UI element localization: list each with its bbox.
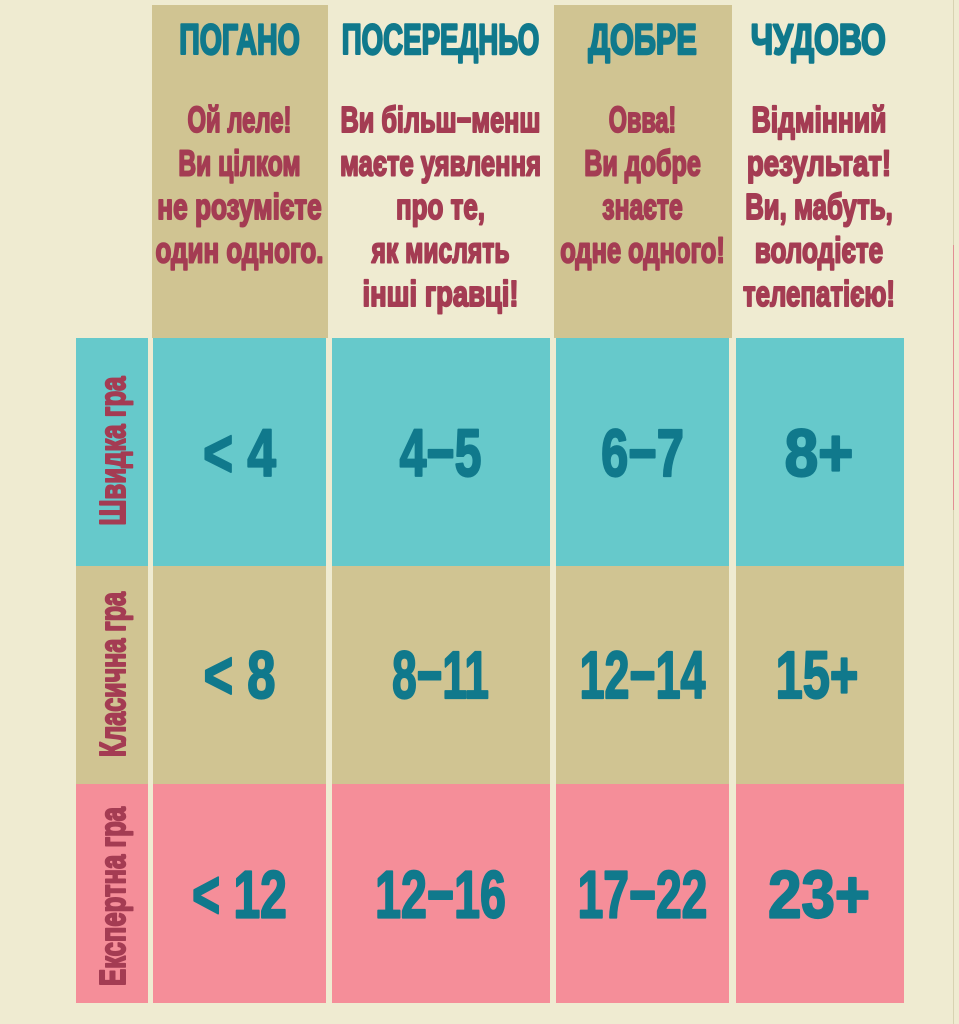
svg-text:Експертна гра: Експертна гра [92, 806, 133, 986]
svg-text:Ви більш−менш: Ви більш−менш [341, 99, 541, 140]
svg-text:телепатією!: телепатією! [743, 273, 895, 314]
svg-text:< 8: < 8 [204, 638, 276, 713]
svg-text:один одного.: один одного. [156, 230, 324, 271]
svg-text:4−5: 4−5 [400, 416, 482, 491]
svg-text:Ви, мабуть,: Ви, мабуть, [745, 186, 893, 227]
svg-text:15+: 15+ [776, 638, 859, 713]
svg-text:12−14: 12−14 [580, 638, 706, 713]
svg-text:ДОБРЕ: ДОБРЕ [588, 16, 697, 64]
svg-text:маєте уявлення: маєте уявлення [340, 143, 541, 184]
svg-text:ПОСЕРЕДНЬО: ПОСЕРЕДНЬО [342, 16, 540, 64]
svg-text:12−16: 12−16 [375, 857, 506, 932]
svg-text:Швидка гра: Швидка гра [92, 376, 133, 526]
svg-text:23+: 23+ [768, 857, 870, 932]
svg-text:про те,: про те, [396, 186, 485, 227]
svg-text:< 4: < 4 [203, 416, 276, 491]
svg-text:8+: 8+ [785, 416, 854, 491]
svg-text:17−22: 17−22 [578, 857, 708, 932]
svg-text:Ви цілком: Ви цілком [178, 143, 300, 184]
svg-text:інші гравці!: інші гравці! [363, 273, 519, 314]
svg-text:8−11: 8−11 [392, 638, 489, 713]
svg-text:6−7: 6−7 [601, 416, 684, 491]
svg-text:Ви добре: Ви добре [584, 143, 701, 184]
svg-text:результат!: результат! [747, 143, 891, 184]
svg-text:Ой леле!: Ой леле! [188, 99, 292, 140]
svg-text:Відмінний: Відмінний [752, 99, 887, 140]
svg-text:ЧУДОВО: ЧУДОВО [751, 16, 886, 64]
svg-text:володієте: володієте [755, 230, 883, 271]
svg-text:одне одного!: одне одного! [560, 230, 725, 271]
svg-text:ПОГАНО: ПОГАНО [179, 16, 300, 64]
svg-text:як мислять: як мислять [371, 230, 510, 271]
svg-text:< 12: < 12 [192, 857, 287, 932]
svg-text:не розумієте: не розумієте [157, 186, 321, 227]
svg-text:Класична гра: Класична гра [92, 591, 133, 757]
svg-text:Овва!: Овва! [609, 99, 676, 140]
svg-text:знаєте: знаєте [602, 186, 682, 227]
